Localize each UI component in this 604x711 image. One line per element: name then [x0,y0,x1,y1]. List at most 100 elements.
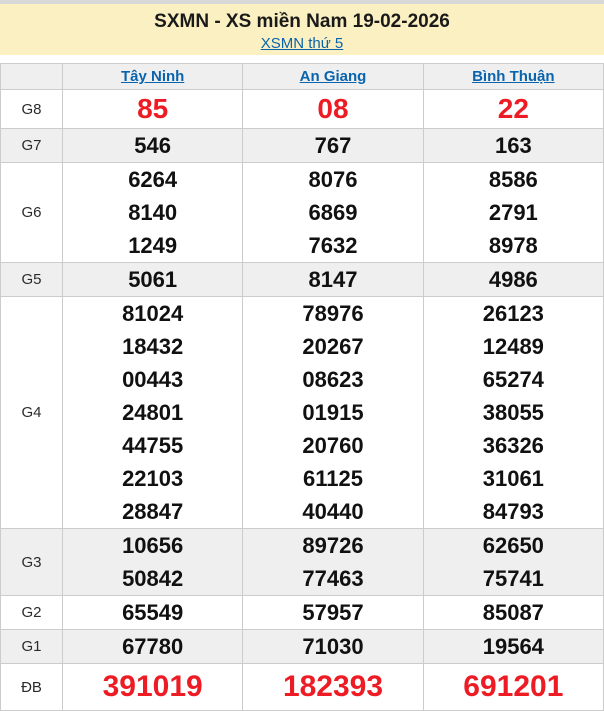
prize-value: 546 [134,133,172,158]
prize-cell: 10656 50842 [61,528,244,596]
prize-label: G4 [0,296,63,529]
prize-value: 84793 [482,499,544,524]
prize-value: 89726 [302,533,364,558]
prize-row: G3 10656 50842 89726 77463 62650 75741 [0,528,604,596]
prize-value: 50842 [122,566,184,591]
prize-row: G7 546 767 163 [0,128,604,163]
prize-value: 78976 [302,301,364,326]
prize-value: 57957 [302,600,364,625]
prize-cell: 391019 [61,663,244,711]
page-top-strip [0,0,604,4]
prize-value: 8586 [488,167,538,192]
prize-value: 31061 [482,466,544,491]
prize-cell: 6264 8140 1249 [61,162,244,263]
prize-value: 4986 [488,267,538,292]
prize-label: G1 [0,629,63,664]
province-header: Tây Ninh [61,63,244,90]
prize-value: 8147 [308,267,358,292]
prize-cell: 65549 [61,595,244,630]
prize-value: 18432 [122,334,184,359]
prize-value: 22103 [122,466,184,491]
prize-value: 2791 [488,200,538,225]
prize-value: 01915 [302,400,364,425]
prize-cell: 546 [61,128,244,163]
prize-cell: 67780 [61,629,244,664]
prize-row: G5 5061 8147 4986 [0,262,604,297]
prize-label: G6 [0,162,63,263]
prize-cell: 8586 2791 8978 [422,162,604,263]
prize-value: 391019 [102,670,203,703]
prize-value: 10656 [122,533,184,558]
prize-value: 182393 [282,670,384,703]
header-table-gap [0,55,604,63]
prize-row: G1 67780 71030 19564 [0,629,604,664]
page-title: SXMN - XS miền Nam 19-02-2026 [154,11,450,32]
prize-value: 81024 [122,301,184,326]
prize-value: 691201 [463,670,564,703]
prize-label: G8 [0,89,63,129]
prize-value: 6869 [308,200,358,225]
prize-cell: 71030 [242,629,424,664]
subtitle-link[interactable]: XSMN thứ 5 [260,35,344,52]
prize-cell: 85087 [422,595,604,630]
province-link-2[interactable]: An Giang [299,68,367,85]
prize-label: ĐB [0,663,63,711]
prize-cell: 19564 [422,629,604,664]
prize-value: 28847 [122,499,184,524]
prize-value: 85 [137,93,169,124]
prize-value: 08 [317,93,349,124]
prize-cell: 62650 75741 [422,528,604,596]
province-header: Bình Thuận [422,63,604,90]
table-header-row: Tây Ninh An Giang Bình Thuận [0,63,604,90]
subtitle-row: XSMN thứ 5 [0,34,604,53]
prize-value: 77463 [302,566,364,591]
prize-cell: 89726 77463 [242,528,424,596]
prize-value: 62650 [482,533,544,558]
prize-cell: 81024 18432 00443 24801 44755 22103 28847 [61,296,244,529]
prize-value: 12489 [482,334,544,359]
prize-cell: 5061 [61,262,244,297]
prize-value: 40440 [302,499,364,524]
prize-value: 71030 [302,634,364,659]
prize-cell: 4986 [422,262,604,297]
province-link-1[interactable]: Tây Ninh [120,68,185,85]
prize-value: 8978 [488,233,538,258]
prize-value: 61125 [303,466,363,491]
prize-cell: 8147 [242,262,424,297]
prize-label: G5 [0,262,63,297]
page-header: SXMN - XS miền Nam 19-02-2026 XSMN thứ 5 [0,4,604,55]
prize-cell: 78976 20267 08623 01915 20760 61125 40440 [242,296,424,529]
prize-label: G3 [0,528,63,596]
prize-value: 65274 [482,367,544,392]
prize-cell: 182393 [242,663,424,711]
prize-cell: 08 [242,89,424,129]
corner-cell [0,63,63,90]
prize-value: 38055 [482,400,544,425]
prize-cell: 163 [422,128,604,163]
prize-value: 08623 [302,367,364,392]
prize-cell: 22 [422,89,604,129]
prize-value: 22 [497,93,529,124]
prize-value: 36326 [482,433,544,458]
prize-value: 19564 [482,634,544,659]
prize-value: 1249 [128,233,178,258]
prize-cell: 57957 [242,595,424,630]
prize-value: 163 [494,133,532,158]
prize-value: 75741 [482,566,544,591]
prize-row: G8 85 08 22 [0,89,604,129]
results-body: G8 85 08 22 G7 546 767 163 G6 6264 8140 1249 8076 686… [0,89,604,711]
prize-cell: 767 [242,128,424,163]
prize-cell: 8076 6869 7632 [242,162,424,263]
prize-value: 85087 [482,600,544,625]
prize-value: 8140 [128,200,178,225]
prize-row: G2 65549 57957 85087 [0,595,604,630]
prize-value: 20267 [302,334,364,359]
prize-row: G6 6264 8140 1249 8076 6869 7632 8586 2791 8978 [0,162,604,263]
prize-value: 67780 [122,634,184,659]
prize-value: 24801 [122,400,184,425]
prize-value: 5061 [128,267,178,292]
province-link-3[interactable]: Bình Thuận [472,68,555,85]
prize-value: 767 [314,133,352,158]
prize-value: 6264 [128,167,178,192]
prize-value: 44755 [122,433,184,458]
